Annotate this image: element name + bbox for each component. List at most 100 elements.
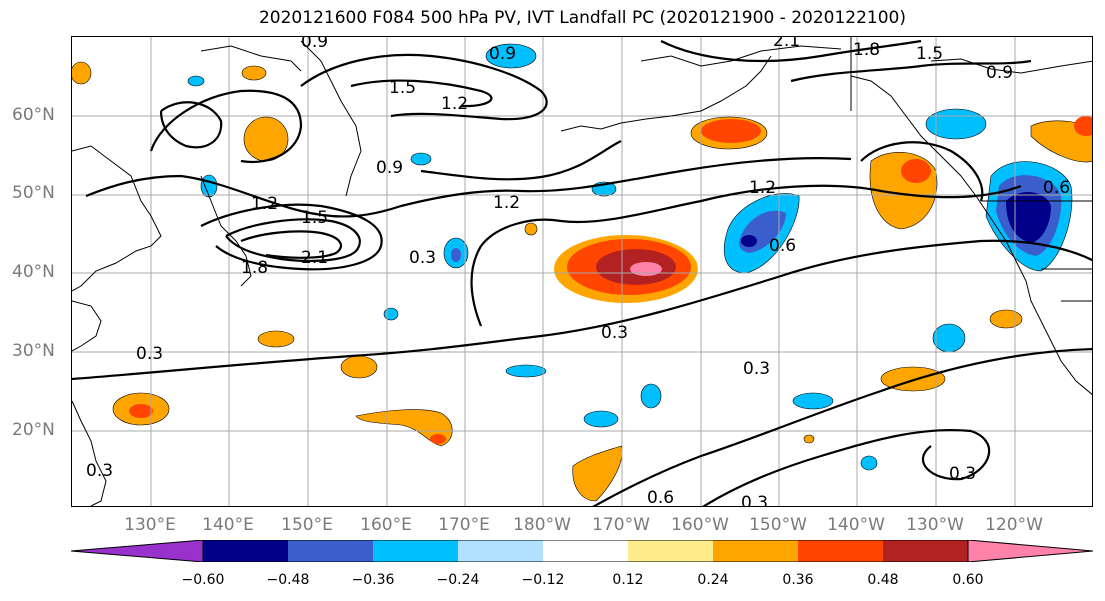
anomaly-small-pos-2-core: [430, 434, 446, 444]
lon-label-150w: 150°W: [749, 515, 807, 535]
colorbar-tick: 0.48: [867, 572, 899, 588]
lon-label-130e: 130°E: [124, 515, 176, 535]
anomaly-small-neg-4: [410, 152, 432, 166]
lat-label-40n: 40°N: [12, 262, 55, 282]
colorbar-bin: [883, 540, 968, 562]
colorbar-tick: 0.36: [782, 572, 814, 588]
anomaly-central-pacific-core: [630, 262, 662, 276]
anomaly-ne-pacific-positive-core: [901, 159, 931, 183]
lon-label-120w: 120°W: [985, 515, 1043, 535]
contour-label: 0.3: [601, 323, 628, 343]
anomaly-small-neg-1-core: [451, 248, 461, 262]
anomaly-goa-negative-core: [741, 235, 757, 247]
lat-label-50n: 50°N: [12, 183, 55, 203]
contour-label: 0.9: [489, 44, 516, 64]
anomaly-small-pos-10: [524, 222, 538, 236]
lon-label-160e: 160°E: [360, 515, 412, 535]
lon-label-140e: 140°E: [202, 515, 254, 535]
lon-label-180w: 180°W: [513, 515, 571, 535]
contour-label: 1.5: [389, 78, 416, 98]
colorbar-bin: [628, 540, 713, 562]
contour-label: 0.3: [743, 359, 770, 379]
coastlines: [72, 37, 1092, 506]
anomaly-small-neg-7: [505, 364, 547, 378]
pv-contours: [72, 39, 1092, 506]
anomaly-small-neg-3: [485, 43, 537, 69]
anomaly-small-pos-9: [72, 61, 92, 85]
contour-label: 0.3: [86, 461, 113, 481]
contour-label: 0.3: [136, 344, 163, 364]
colorbar-tick: 0.60: [952, 572, 984, 588]
colorbar-bin: [798, 540, 883, 562]
contour-label: 0.6: [647, 488, 674, 507]
colorbar-tick: 0.24: [697, 572, 729, 588]
contour-label: 0.3: [741, 493, 768, 507]
colorbar-bin: [458, 540, 543, 562]
anomaly-small-pos-8: [241, 65, 267, 81]
colorbar-tick: −0.48: [266, 572, 310, 588]
lat-label-60n: 60°N: [12, 105, 55, 125]
contour-label: 0.3: [409, 248, 436, 268]
anomaly-small-pos-1-core: [129, 404, 153, 418]
lon-label-150e: 150°E: [281, 515, 333, 535]
colorbar-extend-high: [967, 540, 1093, 562]
colorbar-bin: [203, 540, 288, 562]
graticule: [72, 37, 1092, 506]
colorbar-bin: [543, 540, 628, 562]
anomaly-small-pos-5: [572, 445, 623, 502]
contour-label: 1.5: [301, 208, 328, 228]
lon-label-140w: 140°W: [827, 515, 885, 535]
colorbar-tick: −0.36: [351, 572, 395, 588]
anomaly-pnw-negative-inner: [1006, 191, 1051, 243]
contour-label: 0.6: [1043, 178, 1070, 198]
anomaly-small-neg-12: [187, 75, 205, 87]
colorbar-tick: −0.24: [436, 572, 480, 588]
contour-label: 1.8: [853, 40, 880, 60]
contour-label: 0.9: [301, 37, 328, 52]
colorbar-tick: 0.12: [612, 572, 644, 588]
anomaly-small-neg-11: [860, 455, 878, 471]
anomaly-canada-positive-core: [1074, 116, 1092, 136]
anomaly-small-neg-9: [640, 383, 662, 409]
colorbar-bin: [373, 540, 458, 562]
anomaly-small-neg-8: [583, 410, 619, 428]
contour-label: 1.2: [749, 178, 776, 198]
contour-label: 2.1: [773, 37, 800, 51]
anomaly-small-pos-3: [340, 355, 378, 379]
contour-label: 1.5: [916, 44, 943, 64]
plot-title: 2020121600 F084 500 hPa PV, IVT Landfall…: [258, 8, 906, 28]
colorbar: [71, 540, 1093, 562]
contour-label: 0.3: [949, 464, 976, 484]
lon-label-170e: 170°E: [438, 515, 490, 535]
contour-label: 2.1: [301, 248, 328, 268]
lat-label-30n: 30°N: [12, 341, 55, 361]
contour-label: 0.9: [986, 63, 1013, 83]
lon-label-130w: 130°W: [906, 515, 964, 535]
lon-label-160w: 160°W: [671, 515, 729, 535]
contour-label: 1.8: [241, 258, 268, 278]
anomaly-alaska-positive-core: [701, 119, 761, 143]
map-panel: 0.9 0.9 2.1 1.8 1.5 0.9 1.5 1.2 0.9 1.2 …: [71, 36, 1093, 507]
contour-label: 1.2: [493, 193, 520, 213]
anomaly-small-neg-13: [383, 307, 399, 321]
anomaly-small-neg-10: [792, 392, 834, 410]
colorbar-bin: [713, 540, 798, 562]
colorbar-bin: [288, 540, 373, 562]
contour-labels: 0.9 0.9 2.1 1.8 1.5 0.9 1.5 1.2 0.9 1.2 …: [86, 37, 1070, 507]
anomaly-small-pos-7: [989, 309, 1023, 329]
anomaly-small-pos-2: [355, 409, 453, 447]
contour-label: 1.2: [251, 194, 278, 214]
anomaly-bc-negative: [925, 108, 987, 140]
anomaly-small-neg-2: [200, 174, 218, 198]
colorbar-extend-low: [71, 540, 204, 562]
contour-label: 0.9: [376, 158, 403, 178]
colorbar-tick: −0.12: [521, 572, 565, 588]
colorbar-tick: −0.60: [181, 572, 225, 588]
lon-label-170w: 170°W: [592, 515, 650, 535]
lat-label-20n: 20°N: [12, 420, 55, 440]
anomaly-small-pos-4: [257, 330, 295, 348]
contour-label: 1.2: [441, 94, 468, 114]
anomaly-small-pos-11: [803, 434, 815, 444]
contour-label: 0.6: [769, 236, 796, 256]
anomaly-small-neg-6: [932, 323, 966, 353]
